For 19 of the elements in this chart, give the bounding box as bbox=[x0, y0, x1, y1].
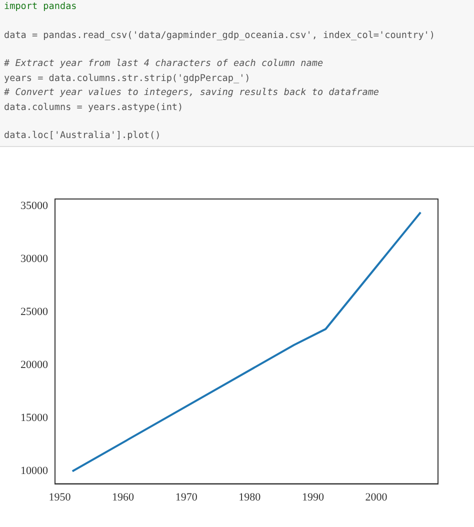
text: data.loc['Australia'].plot() bbox=[4, 129, 162, 143]
y-tick-label: 20000 bbox=[20, 359, 48, 372]
x-tick-label: 1970 bbox=[175, 491, 198, 504]
text: import pandas bbox=[4, 0, 78, 14]
x-tick-label: 2000 bbox=[365, 491, 388, 504]
text: data.columns = years.astype(int) bbox=[4, 100, 184, 114]
text: years = data.columns.str.strip('gdpPercap_') bbox=[4, 72, 252, 86]
x-tick-label: 1980 bbox=[238, 491, 262, 504]
y-tick-label: 15000 bbox=[20, 412, 48, 424]
y-tick-label: 30000 bbox=[20, 252, 48, 265]
y-tick-label: 35000 bbox=[20, 200, 48, 212]
text: data = pandas.read_csv('data/gapminder_gdp_oceania.csv', index_col='country') bbox=[4, 28, 436, 42]
y-tick-label: 10000 bbox=[20, 465, 48, 478]
x-tick-label: 1990 bbox=[302, 491, 324, 504]
text: # Extract year from last 4 characters of each column name bbox=[4, 57, 324, 71]
y-tick-label: 25000 bbox=[20, 306, 48, 318]
x-tick-label: 1960 bbox=[112, 491, 135, 504]
text: # Convert year values to integers, saving results back to dataframe bbox=[4, 86, 380, 100]
x-tick-label: 1950 bbox=[48, 491, 72, 504]
